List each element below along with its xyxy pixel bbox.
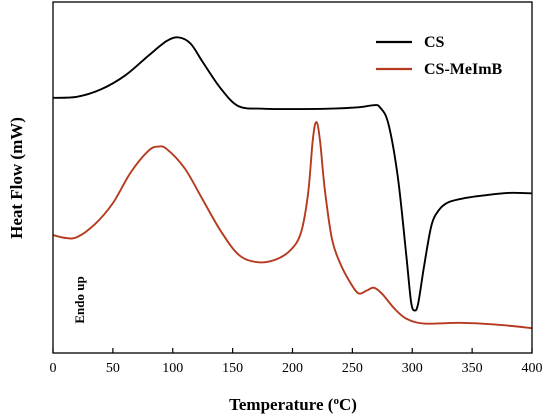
x-tick-label: 250: [342, 361, 363, 376]
x-tick-label: 150: [222, 361, 243, 376]
x-tick-label: 0: [50, 361, 57, 376]
x-axis: 0 50 100 150 200 250 300 350 400: [50, 348, 543, 376]
x-tick-label: 100: [162, 361, 183, 376]
x-axis-title-degree: o: [333, 395, 339, 407]
x-axis-title: Temperature (oC): [229, 395, 357, 414]
series-line-2: [52, 121, 533, 330]
x-tick-label: 300: [402, 361, 423, 376]
x-axis-title-main: Temperature (: [229, 395, 334, 414]
x-tick-label: 400: [522, 361, 543, 376]
x-tick-label: 50: [106, 361, 120, 376]
legend-label: CS-MeImB: [424, 61, 503, 78]
legend-label: CS: [424, 34, 445, 51]
y-axis-title: Heat Flow (mW): [7, 117, 26, 239]
plot-lines: [52, 36, 533, 330]
x-tick-label: 350: [462, 361, 483, 376]
plot-frame: [52, 1, 533, 354]
legend: CS CS-MeImB: [376, 34, 503, 78]
endo-up-annotation: Endo up: [72, 276, 87, 323]
x-tick-label: 200: [282, 361, 303, 376]
x-axis-title-unit: C): [339, 395, 357, 414]
series-line-1: [52, 36, 533, 312]
